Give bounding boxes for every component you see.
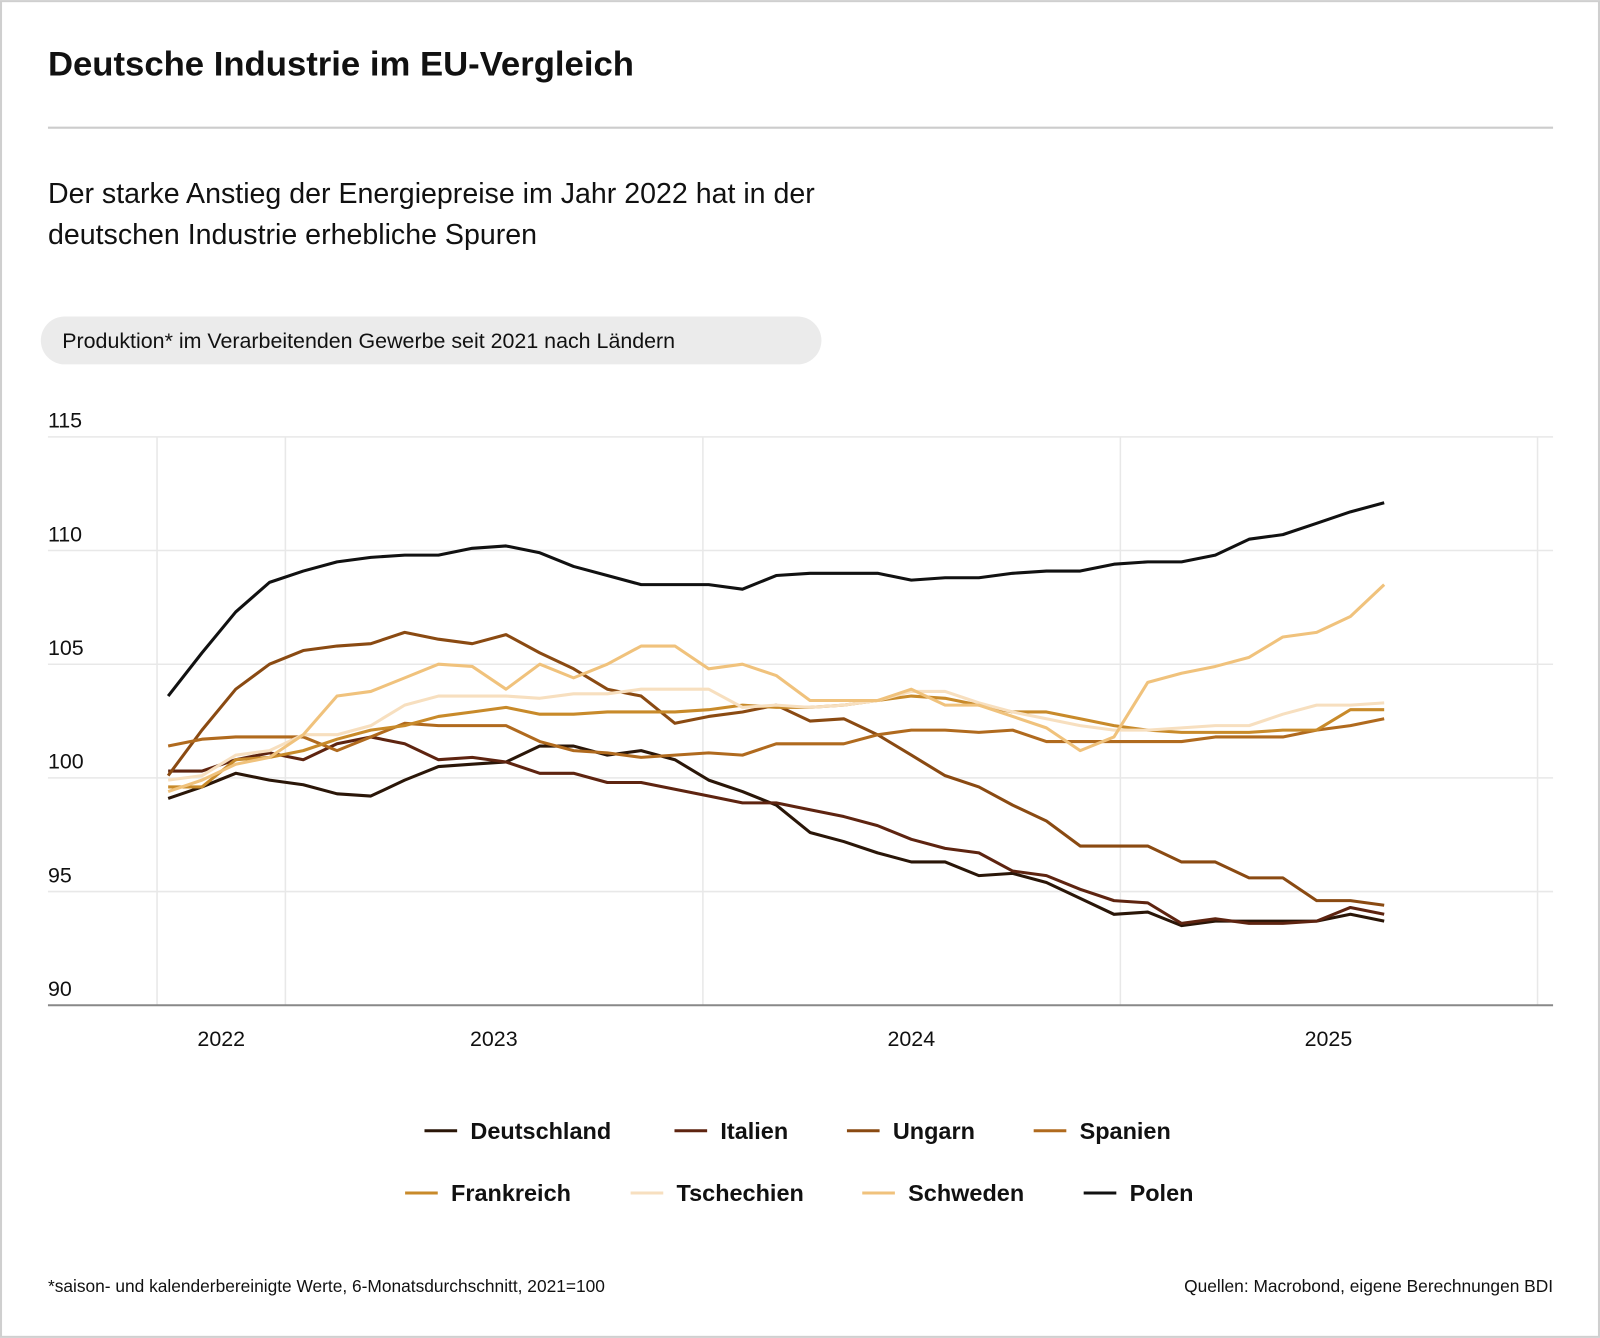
y-tick-label: 110 bbox=[48, 522, 82, 546]
legend-label: Tschechien bbox=[677, 1180, 804, 1206]
y-tick-label: 90 bbox=[48, 977, 72, 1001]
subtitle: Der starke Anstieg der Energiepreise im … bbox=[48, 178, 823, 251]
footnote: *saison- und kalenderbereinigte Werte, 6… bbox=[48, 1276, 605, 1296]
series-line bbox=[166, 501, 1385, 697]
legend-item: Frankreich bbox=[405, 1180, 571, 1206]
x-tick-label: 2022 bbox=[197, 1027, 245, 1051]
y-tick-label: 100 bbox=[48, 750, 84, 774]
legend-label: Schweden bbox=[908, 1180, 1024, 1206]
legend-label: Spanien bbox=[1080, 1118, 1171, 1144]
legend-item: Ungarn bbox=[846, 1118, 975, 1144]
subtitle-line: Der starke Anstieg der Energiepreise im … bbox=[48, 178, 815, 210]
x-tick-label: 2024 bbox=[887, 1027, 935, 1051]
series-line bbox=[167, 744, 1385, 928]
series-line bbox=[168, 694, 1385, 789]
legend-label: Italien bbox=[720, 1118, 788, 1144]
source: Quellen: Macrobond, eigene Berechnungen … bbox=[1184, 1276, 1553, 1296]
series-line bbox=[167, 717, 1385, 759]
y-tick-label: 105 bbox=[48, 636, 84, 660]
subtitle-line: deutschen Industrie erhebliche Spuren bbox=[48, 219, 537, 251]
legend-item: Polen bbox=[1083, 1180, 1194, 1206]
legend-item: Italien bbox=[674, 1118, 788, 1144]
legend-label: Ungarn bbox=[893, 1118, 975, 1144]
y-tick-label: 115 bbox=[48, 409, 82, 433]
legend-item: Schweden bbox=[862, 1180, 1024, 1206]
legend-label: Deutschland bbox=[470, 1118, 611, 1144]
label-pill bbox=[40, 316, 822, 365]
legend-item: Spanien bbox=[1033, 1118, 1171, 1144]
legend-label: Polen bbox=[1130, 1180, 1194, 1206]
chart-label: Produktion* im Verarbeitenden Gewerbe se… bbox=[62, 329, 675, 353]
legend-item: Tschechien bbox=[630, 1180, 804, 1206]
series-line bbox=[167, 687, 1385, 782]
y-tick-label: 95 bbox=[48, 863, 72, 887]
legend-label: Frankreich bbox=[451, 1180, 571, 1206]
legend-item: Deutschland bbox=[424, 1118, 611, 1144]
series-line bbox=[167, 583, 1386, 794]
x-tick-label: 2023 bbox=[470, 1027, 518, 1051]
chart-title: Deutsche Industrie im EU-Vergleich bbox=[48, 46, 634, 84]
x-tick-label: 2025 bbox=[1305, 1027, 1353, 1051]
